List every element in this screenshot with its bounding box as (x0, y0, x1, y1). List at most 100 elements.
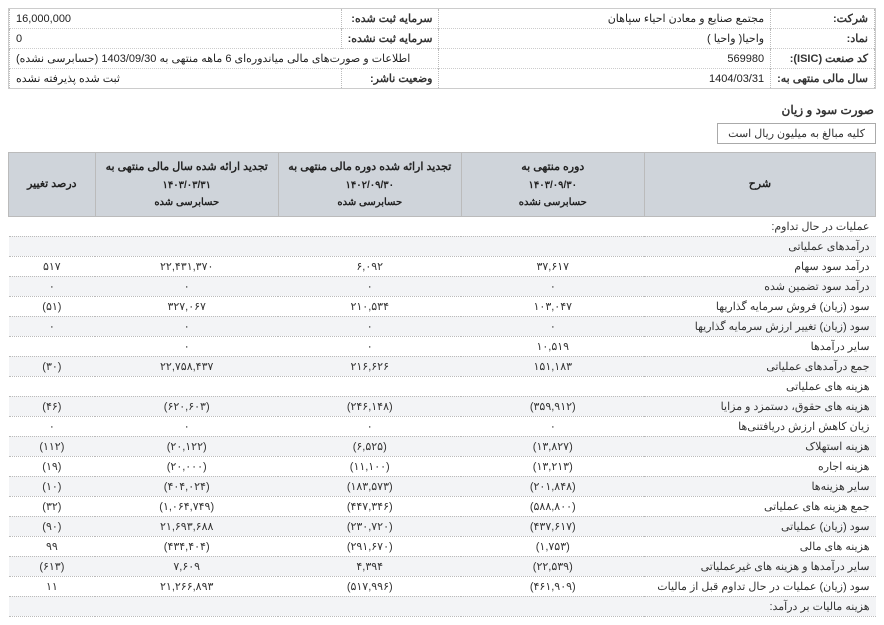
row-value (461, 596, 644, 616)
row-value (278, 216, 461, 236)
row-value: ۰ (461, 416, 644, 436)
table-row: درآمدهای عملیاتی (9, 236, 876, 256)
status-label: وضعیت ناشر: (341, 69, 439, 89)
symbol-value: واحیا( واحیا ) (439, 29, 771, 49)
income-statement-table: شرح دوره منتهی به ۱۴۰۳/۰۹/۳۰ حسابرسی نشد… (8, 152, 876, 617)
table-row: سود (زیان) عملیاتی(۴۳۷,۶۱۷)(۲۳۰,۷۲۰)۲۱,۶… (9, 516, 876, 536)
row-desc: هزینه های مالی (644, 536, 875, 556)
row-value: (۳۰) (9, 356, 96, 376)
table-row: هزینه مالیات بر درآمد: (9, 596, 876, 616)
col-period-restated: تجدید ارائه شده دوره مالی منتهی به ۱۴۰۲/… (278, 153, 461, 217)
table-row: سود (زیان) تغییر ارزش سرمایه گذاریها۰۰۰۰ (9, 316, 876, 336)
row-value: ۲۱,۶۹۳,۶۸۸ (95, 516, 278, 536)
row-value (278, 376, 461, 396)
row-value: (۱۱۲) (9, 436, 96, 456)
fy-value: 1404/03/31 (439, 69, 771, 89)
row-desc: درآمدهای عملیاتی (644, 236, 875, 256)
row-value (95, 376, 278, 396)
table-row: درآمد سود تضمین شده۰۰۰۰ (9, 276, 876, 296)
row-value: (۱۱,۱۰۰) (278, 456, 461, 476)
col-desc: شرح (644, 153, 875, 217)
col-period-current: دوره منتهی به ۱۴۰۳/۰۹/۳۰ حسابرسی نشده (461, 153, 644, 217)
row-value: ۰ (9, 276, 96, 296)
row-desc: سایر هزینه‌ها (644, 476, 875, 496)
row-value: ۰ (461, 316, 644, 336)
row-value: ۰ (95, 336, 278, 356)
row-desc: هزینه استهلاک (644, 436, 875, 456)
row-value (9, 216, 96, 236)
row-value: (۵۱۷,۹۹۶) (278, 576, 461, 596)
row-value (95, 236, 278, 256)
row-value: ۰ (95, 416, 278, 436)
table-row: درآمد سود سهام۳۷,۶۱۷۶,۰۹۲۲۲,۴۳۱,۳۷۰۵۱۷ (9, 256, 876, 276)
col-pct-change: درصد تغییر (9, 153, 96, 217)
report-title: اطلاعات و صورت‌های مالی میاندوره‌ای 6 ما… (10, 49, 439, 69)
row-value (461, 216, 644, 236)
row-desc: سود (زیان) فروش سرمایه گذاریها (644, 296, 875, 316)
row-value (9, 596, 96, 616)
row-value: ۰ (461, 276, 644, 296)
row-value: ۰ (9, 416, 96, 436)
table-row: سایر هزینه‌ها(۲۰۱,۸۴۸)(۱۸۳,۵۷۳)(۴۰۴,۰۲۴)… (9, 476, 876, 496)
row-value: (۱,۰۶۴,۷۴۹) (95, 496, 278, 516)
row-value (9, 236, 96, 256)
row-value (278, 596, 461, 616)
row-desc: عملیات در حال تداوم: (644, 216, 875, 236)
row-desc: هزینه های حقوق، دستمزد و مزایا (644, 396, 875, 416)
row-value: (۶۲۰,۶۰۳) (95, 396, 278, 416)
row-value: ۴,۳۹۴ (278, 556, 461, 576)
row-value (461, 236, 644, 256)
table-row: هزینه اجاره(۱۳,۲۱۳)(۱۱,۱۰۰)(۲۰,۰۰۰)(۱۹) (9, 456, 876, 476)
row-value: (۱۹) (9, 456, 96, 476)
table-row: سایر درآمدها۱۰,۵۱۹۰۰ (9, 336, 876, 356)
row-value: ۰ (9, 316, 96, 336)
row-value: ۷,۶۰۹ (95, 556, 278, 576)
unreg-capital-label: سرمایه ثبت نشده: (341, 29, 439, 49)
row-value: (۱۸۳,۵۷۳) (278, 476, 461, 496)
row-value: (۴۶) (9, 396, 96, 416)
row-value: (۲۰۱,۸۴۸) (461, 476, 644, 496)
row-value: ۰ (278, 276, 461, 296)
row-value: (۴۳۴,۴۰۴) (95, 536, 278, 556)
table-row: هزینه های عملیاتی (9, 376, 876, 396)
row-desc: هزینه های عملیاتی (644, 376, 875, 396)
row-desc: سایر درآمدها (644, 336, 875, 356)
section-title: صورت سود و زیان (10, 103, 874, 117)
row-value: ۵۱۷ (9, 256, 96, 276)
row-desc: درآمد سود تضمین شده (644, 276, 875, 296)
row-value: ۰ (278, 416, 461, 436)
status-value: ثبت شده پذیرفته نشده (10, 69, 342, 89)
row-value: (۳۵۹,۹۱۲) (461, 396, 644, 416)
row-value: ۱۰۳,۰۴۷ (461, 296, 644, 316)
table-row: سود (زیان) فروش سرمایه گذاریها۱۰۳,۰۴۷۲۱۰… (9, 296, 876, 316)
row-value: (۳۲) (9, 496, 96, 516)
row-value: ۲۱۶,۶۲۶ (278, 356, 461, 376)
row-desc: زیان کاهش ارزش دریافتنی‌ها (644, 416, 875, 436)
row-value: (۱۳,۲۱۳) (461, 456, 644, 476)
row-desc: هزینه مالیات بر درآمد: (644, 596, 875, 616)
row-value: ۳۲۷,۰۶۷ (95, 296, 278, 316)
table-row: جمع هزینه های عملیاتی(۵۸۸,۸۰۰)(۴۴۷,۳۴۶)(… (9, 496, 876, 516)
isic-label: کد صنعت (ISIC): (771, 49, 875, 69)
row-value: (۹۰) (9, 516, 96, 536)
row-desc: جمع درآمدهای عملیاتی (644, 356, 875, 376)
row-value: ۱۵۱,۱۸۳ (461, 356, 644, 376)
currency-note: کلیه مبالغ به میلیون ریال است (717, 123, 876, 144)
table-row: هزینه استهلاک(۱۳,۸۲۷)(۶,۵۲۵)(۲۰,۱۲۲)(۱۱۲… (9, 436, 876, 456)
table-row: جمع درآمدهای عملیاتی۱۵۱,۱۸۳۲۱۶,۶۲۶۲۲,۷۵۸… (9, 356, 876, 376)
row-value: (۲۳۰,۷۲۰) (278, 516, 461, 536)
row-value: ۲۲,۷۵۸,۴۳۷ (95, 356, 278, 376)
isic-value: 569980 (439, 49, 771, 69)
row-value: (۵۸۸,۸۰۰) (461, 496, 644, 516)
row-desc: سود (زیان) عملیات در حال تداوم قبل از ما… (644, 576, 875, 596)
row-value: (۴۶۱,۹۰۹) (461, 576, 644, 596)
row-value: ۰ (95, 316, 278, 336)
row-value: ۱۱ (9, 576, 96, 596)
row-value: (۴۳۷,۶۱۷) (461, 516, 644, 536)
row-value: ۳۷,۶۱۷ (461, 256, 644, 276)
company-value: مجتمع صنایع و معادن احیاء سپاهان (439, 9, 771, 29)
table-row: هزینه های مالی(۱,۷۵۳)(۲۹۱,۶۷۰)(۴۳۴,۴۰۴)۹… (9, 536, 876, 556)
row-value (278, 236, 461, 256)
col-year-restated: تجدید ارائه شده سال مالی منتهی به ۱۴۰۳/۰… (95, 153, 278, 217)
capital-label: سرمایه ثبت شده: (341, 9, 439, 29)
